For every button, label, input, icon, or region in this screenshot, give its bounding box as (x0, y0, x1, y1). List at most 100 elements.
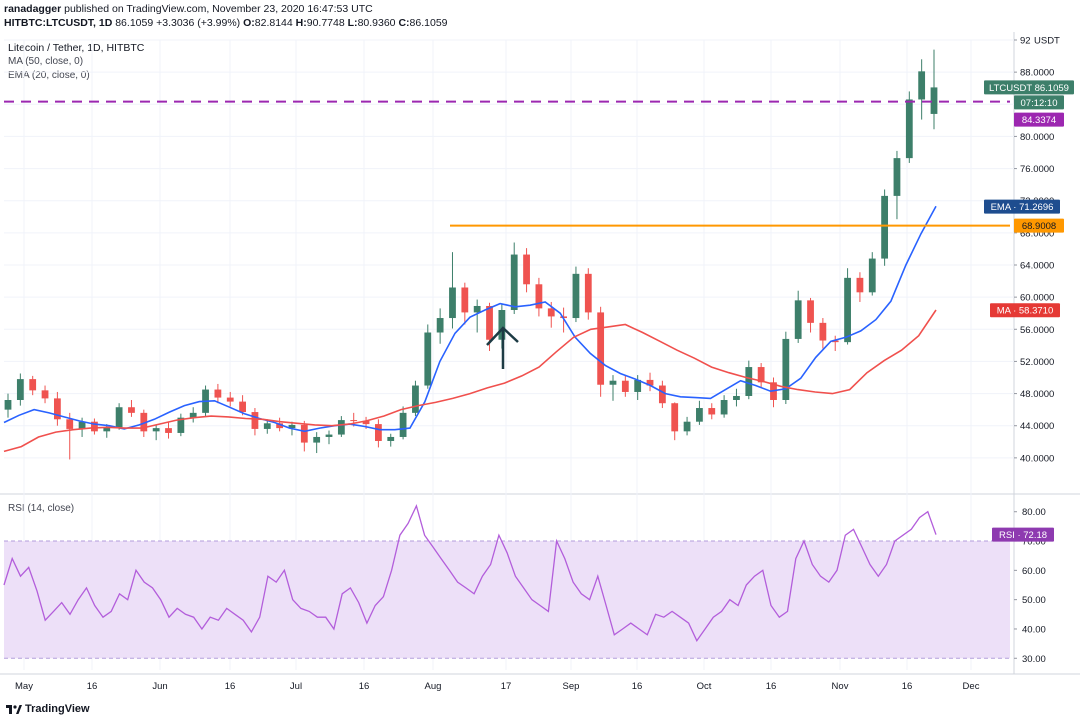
candle (918, 59, 926, 120)
candle-body (930, 87, 938, 114)
candle-body (313, 436, 321, 443)
candle (708, 403, 716, 420)
rsi-legend[interactable]: RSI (14, close) (8, 503, 75, 514)
candle (436, 308, 444, 344)
ema-legend[interactable]: EMA (20, close, 0) (8, 70, 90, 81)
y-tick-label: 68.0000 (1020, 228, 1054, 239)
candle (424, 324, 432, 389)
candle (881, 189, 889, 266)
candle (189, 407, 197, 423)
candle (66, 412, 74, 460)
currency-label: USDT (1034, 36, 1060, 47)
x-tick-label: 16 (632, 681, 643, 692)
candle-body (140, 412, 148, 432)
candle-body (29, 379, 37, 391)
candle-body (362, 420, 370, 425)
x-tick-label: 16 (902, 681, 913, 692)
candle (893, 150, 901, 220)
candle-body (449, 287, 456, 319)
resistance-tag-text: 68.9008 (1022, 221, 1056, 232)
ema-line (3, 205, 937, 433)
rsi-tick-label: 70.00 (1022, 537, 1046, 548)
candle-body (745, 367, 753, 396)
rsi-tick-label: 80.00 (1022, 507, 1046, 518)
candle-body (646, 379, 654, 386)
symbol-info-bar: HITBTC:LTCUSDT, 1D 86.1059 +3.3036 (+3.9… (4, 17, 448, 29)
candle (128, 400, 135, 417)
candle-body (41, 390, 49, 399)
open-label: O: (243, 17, 255, 29)
ma-value-tag-text: MA · 58.3710 (997, 306, 1054, 317)
candle-body (486, 305, 493, 340)
y-tick-label: 56.0000 (1020, 325, 1054, 336)
y-tick-label: 92 (1020, 36, 1031, 47)
candle-body (572, 273, 580, 319)
rsi-tick-label: 60.00 (1022, 566, 1046, 577)
candle (41, 385, 49, 404)
y-tick-label: 44.0000 (1020, 421, 1054, 432)
y-tick-label: 80.0000 (1020, 132, 1054, 143)
y-tick-label: 52.0000 (1020, 357, 1054, 368)
x-tick-label: Sep (563, 681, 580, 692)
ma-legend[interactable]: MA (50, close, 0) (8, 56, 84, 67)
high-value: 90.7748 (306, 17, 345, 29)
candle-body (733, 395, 740, 400)
ma-value-tag: MA · 58.3710 (990, 303, 1060, 318)
x-tick-label: Aug (425, 681, 442, 692)
candle (745, 360, 753, 400)
candle-body (510, 254, 518, 310)
candle-body (424, 332, 432, 386)
rsi-value-tag: RSI · 72.18 (992, 527, 1054, 542)
brand-name: TradingView (25, 703, 90, 715)
candle (757, 363, 765, 388)
chart-title: Litecoin / Tether, 1D, HITBTC (8, 42, 145, 54)
tradingview-logo[interactable]: TradingView (6, 703, 90, 715)
drawn-level-tag: 84.3374 (1014, 112, 1064, 127)
candle (412, 380, 419, 417)
candle (609, 375, 617, 401)
candle-body (436, 318, 444, 333)
rsi-value-tag-text: RSI · 72.18 (999, 530, 1047, 541)
ema-value-tag-text: EMA · 71.2696 (991, 202, 1054, 213)
low-value: 80.9360 (357, 17, 396, 29)
candle-body (757, 367, 765, 383)
candle-body (251, 412, 259, 429)
candle-body (300, 424, 308, 443)
candle (387, 433, 395, 447)
x-tick-label: Dec (963, 681, 980, 692)
price-chart[interactable]: 40.0000 44.0000 48.0000 52.0000 56.0000 60.00… (0, 32, 1080, 700)
current-price-tag-text: LTCUSDT 86.1059 (989, 83, 1069, 94)
candle-body (918, 71, 926, 100)
candle-body (387, 436, 395, 441)
candle-body (375, 424, 382, 441)
candle-body (498, 310, 506, 340)
y-tick-label: 60.0000 (1020, 293, 1054, 304)
candle-body (78, 421, 86, 429)
candle (29, 375, 37, 396)
candle-body (91, 421, 98, 432)
candle-body (893, 158, 901, 196)
candle (449, 252, 456, 329)
candle-body (66, 419, 74, 429)
candle-body (263, 423, 271, 429)
last-price: 86.1059 (115, 17, 154, 29)
candle (807, 297, 814, 333)
candle-body (115, 407, 123, 428)
price-levels (4, 100, 1010, 369)
candle (733, 388, 740, 407)
candle-body (239, 401, 246, 413)
candle (226, 391, 234, 407)
rsi-band (4, 540, 1010, 659)
resistance-tag-bg (1014, 218, 1064, 233)
current-price-tag: LTCUSDT 86.1059 (984, 80, 1074, 95)
candle (819, 318, 827, 349)
candle-body (621, 380, 629, 392)
candle (572, 266, 580, 323)
drawn-level-tag-bg (1014, 112, 1064, 127)
x-tick-label: 16 (359, 681, 370, 692)
candle-body (399, 412, 407, 437)
candle-body (4, 400, 12, 410)
y-tick-label: 40.0000 (1020, 453, 1054, 464)
author-name[interactable]: ranadagger (4, 3, 62, 15)
candle-body (831, 340, 839, 343)
